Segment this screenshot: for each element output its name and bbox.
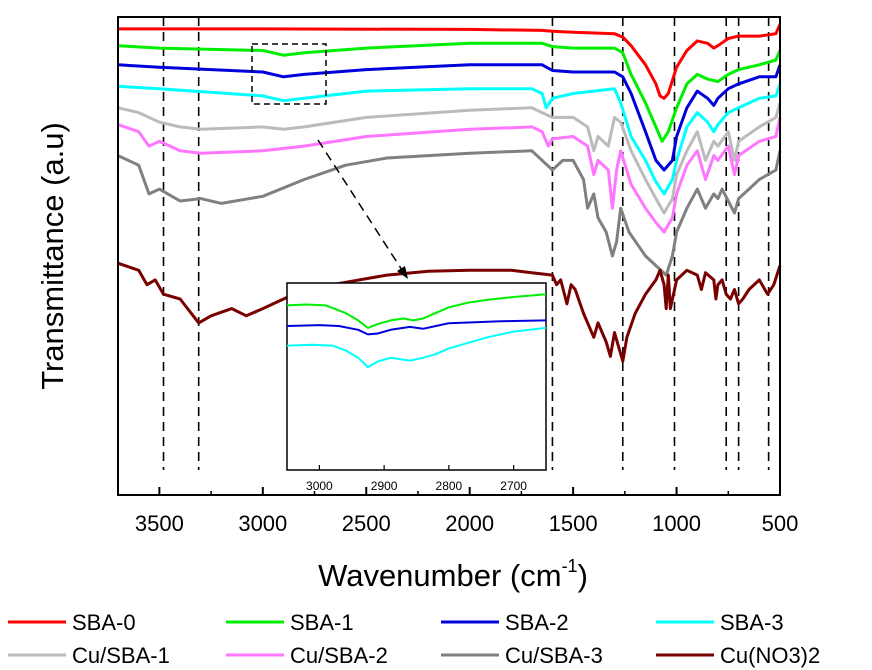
series-line-sba-0 <box>118 23 782 100</box>
inset-x-tick-label-2800: 2800 <box>436 479 463 493</box>
inset-x-tick-label-2700: 2700 <box>500 479 527 493</box>
inset-series-line-sba-3 <box>286 326 547 369</box>
legend-label-cu-sba-3: Cu/SBA-3 <box>505 643 603 668</box>
legend-item-cu-sba-1: Cu/SBA-1 <box>8 643 170 668</box>
legend-label-cu-sba-2: Cu/SBA-2 <box>290 643 388 668</box>
x-axis-label-main: Wavenumber (cm <box>318 558 561 593</box>
legend: SBA-0 SBA-1 SBA-2 SBA-3 Cu/SBA-1 Cu/SBA-2 Cu/S… <box>8 610 820 668</box>
x-tick-label-2000: 2000 <box>445 511 494 536</box>
legend-item-sba-2: SBA-2 <box>441 610 569 635</box>
zoom-region-box <box>251 43 327 105</box>
zoom-arrow <box>317 139 403 271</box>
legend-label-sba-0: SBA-0 <box>72 610 136 635</box>
inset-x-tick-label-3000: 3000 <box>306 479 333 493</box>
inset-frame <box>286 282 547 471</box>
zoom-arrow-head <box>397 266 408 279</box>
legend-item-cu-no3-2: Cu(NO3)2 <box>656 643 820 668</box>
legend-label-sba-1: SBA-1 <box>290 610 354 635</box>
x-axis-label-superscript: -1 <box>562 556 578 576</box>
legend-label-cu-no3-2: Cu(NO3)2 <box>720 643 820 668</box>
legend-item-cu-sba-3: Cu/SBA-3 <box>441 643 603 668</box>
inset-series-line-sba-2 <box>286 319 547 336</box>
series-line-sba-1 <box>117 41 782 143</box>
series-line-sba-2 <box>117 63 782 172</box>
inset-series-line-sba-1 <box>286 293 547 329</box>
x-axis-label: Wavenumber (cm-1) <box>318 556 588 593</box>
series-line-sba-3 <box>117 83 782 196</box>
series-line-cu-sba-3 <box>117 149 782 277</box>
plot-frame <box>117 16 781 496</box>
x-tick-label-1500: 1500 <box>549 511 598 536</box>
legend-item-sba-3: SBA-3 <box>656 610 784 635</box>
legend-item-sba-1: SBA-1 <box>226 610 354 635</box>
legend-label-cu-sba-1: Cu/SBA-1 <box>72 643 170 668</box>
series-line-cu-sba-2 <box>117 117 782 234</box>
x-tick-label-3000: 3000 <box>238 511 287 536</box>
legend-label-sba-3: SBA-3 <box>720 610 784 635</box>
y-axis-label: Transmittance (a.u) <box>35 122 70 390</box>
x-tick-label-3500: 3500 <box>135 511 184 536</box>
legend-item-sba-0: SBA-0 <box>8 610 136 635</box>
x-tick-label-500: 500 <box>762 511 799 536</box>
x-tick-label-2500: 2500 <box>342 511 391 536</box>
series-line-cu-sba-1 <box>117 102 782 215</box>
x-tick-label-1000: 1000 <box>652 511 701 536</box>
legend-label-sba-2: SBA-2 <box>505 610 569 635</box>
series-line-cu-no3-2 <box>117 261 782 363</box>
x-axis-label-close: ) <box>578 558 588 593</box>
inset-x-tick-label-2900: 2900 <box>371 479 398 493</box>
legend-item-cu-sba-2: Cu/SBA-2 <box>226 643 388 668</box>
